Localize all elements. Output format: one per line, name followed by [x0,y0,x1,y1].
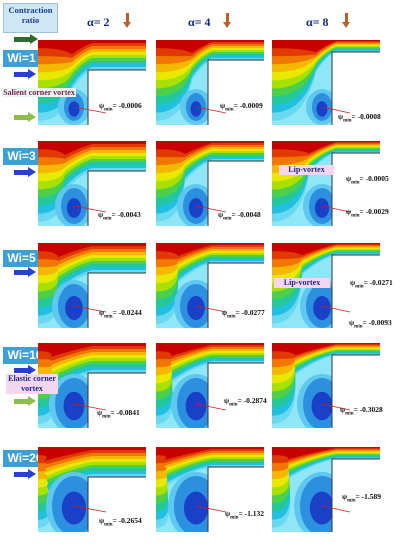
row-label-wi-10: Wi=10 [3,347,47,364]
psi-min-value: ψmin= -0.0841 [97,408,140,420]
row-arrow-icon [14,267,36,277]
psi-min-value: ψmin= -0.0043 [98,210,141,222]
streamline-panel [272,343,380,428]
salient-vortex-arrow-icon [14,112,36,122]
psi-min-value-lip: ψmin= -0.0271 [350,278,393,290]
psi-min-value: ψmin= -0.0048 [218,210,261,222]
column-down-arrow-icon [342,13,350,29]
header-right-arrow-icon [14,34,38,44]
psi-min-value: ψmin= -0.0093 [349,318,392,330]
lip-vortex-label-row-wi-3: Lip-vortex [279,165,334,175]
psi-min-value-lip: ψmin= -0.0005 [346,174,389,186]
psi-min-value: ψmin= -0.2654 [99,516,142,528]
psi-min-value: ψmin= -0.0244 [99,308,142,320]
streamline-panel [38,141,146,226]
streamline-panel [272,141,380,226]
streamline-panel [272,40,380,125]
row-arrow-icon [14,167,36,177]
column-label-alpha-8: α= 8 [306,15,329,29]
psi-min-value: ψmin= -0.3028 [340,405,383,417]
psi-min-value: ψmin= -0.2874 [224,396,267,408]
psi-min-value: ψmin= -0.0029 [346,207,389,219]
streamline-panel [156,141,264,226]
psi-min-value: ψmin= -1.132 [225,509,265,521]
streamline-panel [38,40,146,125]
psi-min-value: ψmin= -0.0006 [99,101,142,113]
streamline-panel [156,243,264,328]
streamline-panel [38,343,146,428]
row-arrow-icon [14,365,36,375]
lip-vortex-label-row-wi-5: Lip-vortex [274,278,330,288]
streamline-panel [38,243,146,328]
streamline-panel [156,40,264,125]
column-down-arrow-icon [123,13,131,29]
streamline-panel [38,447,146,532]
column-label-alpha-4: α= 4 [188,15,211,29]
contraction-ratio-box: Contraction ratio [3,3,58,33]
row-label-wi-1: Wi=1 [3,50,40,67]
row-arrow-icon [14,69,36,79]
streamline-panel [156,447,264,532]
elastic-vortex-arrow-icon [14,396,36,406]
row-label-wi-3: Wi=3 [3,148,40,165]
streamline-panel [272,447,380,532]
row-arrow-icon [14,469,36,479]
psi-min-value: ψmin= -1.589 [342,492,382,504]
elastic-corner-vortex-label: Elastic corner vortex [6,374,58,394]
psi-min-value: ψmin= -0.0277 [222,308,265,320]
psi-min-value: ψmin= -0.0009 [220,101,263,113]
psi-min-value: ψmin= -0.0008 [338,112,381,124]
salient-corner-vortex-label: Salient corner vortex [2,88,76,97]
contraction-ratio-title: Contraction ratio [8,5,53,25]
row-label-wi-5: Wi=5 [3,250,40,267]
column-label-alpha-2: α= 2 [87,15,110,29]
column-down-arrow-icon [223,13,231,29]
streamline-panel [156,343,264,428]
row-label-wi-20: Wi=20 [3,450,47,467]
